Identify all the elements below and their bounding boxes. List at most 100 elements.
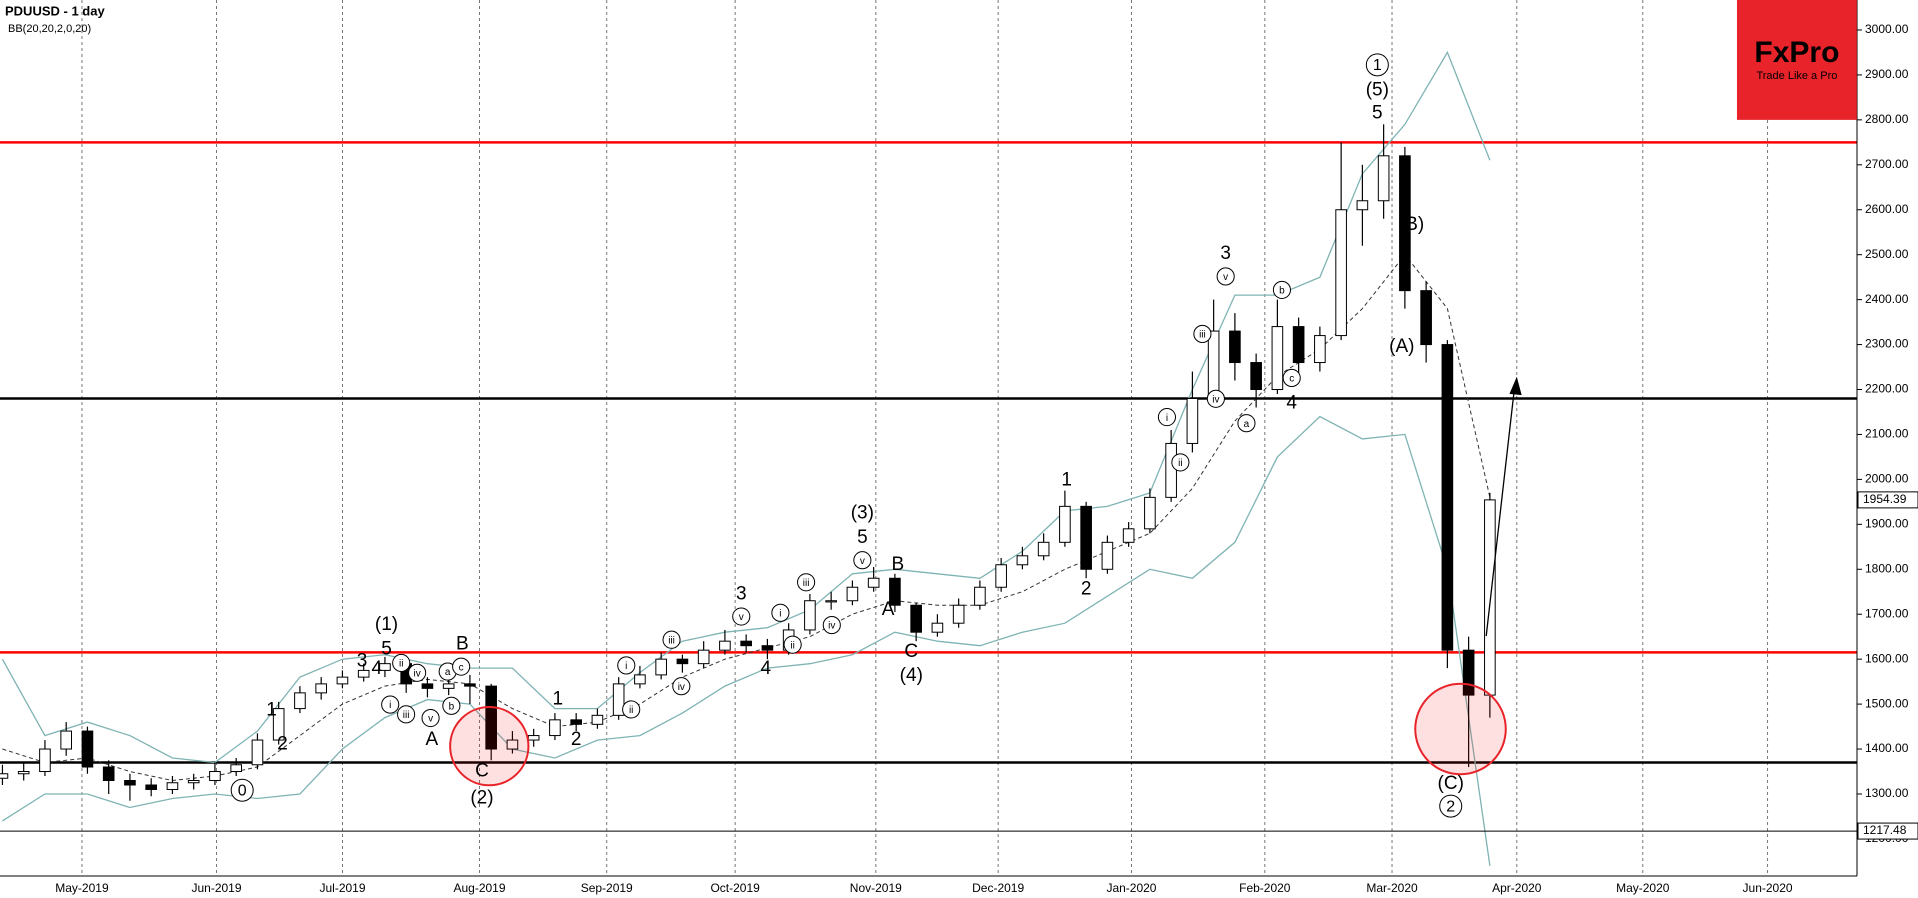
- wave-label: 3: [736, 583, 747, 604]
- candle-body: [464, 683, 476, 687]
- wave-label: 3: [357, 651, 368, 672]
- wave-label: (A): [1389, 336, 1414, 357]
- candle-body: [1016, 555, 1029, 566]
- candle-body: [867, 577, 880, 588]
- candle-body: [1420, 290, 1432, 346]
- wave-label: 4: [1286, 392, 1297, 413]
- candle-body: [655, 658, 667, 676]
- annotation-circle: [408, 663, 427, 682]
- candle-body: [485, 685, 497, 750]
- candle-body: [357, 669, 370, 678]
- candle-body: [1250, 362, 1262, 391]
- candle-body: [1335, 209, 1347, 337]
- annotation-circle: [381, 695, 400, 714]
- wave-label: v: [1223, 272, 1228, 283]
- wave-label: b: [449, 701, 455, 712]
- wave-label: 4: [760, 658, 771, 679]
- candle-body: [527, 735, 540, 741]
- logo-name: FxPro: [1754, 36, 1839, 69]
- candle-body: [931, 622, 944, 633]
- candle-body: [230, 764, 242, 773]
- wave-label: v: [428, 714, 433, 725]
- candle-body: [1165, 442, 1177, 498]
- wave-label: A: [425, 729, 438, 750]
- annotation-circle: [822, 616, 841, 635]
- y-tick-label: 2000.00: [1865, 472, 1909, 486]
- candle-body: [549, 719, 561, 737]
- candle-body: [612, 683, 625, 716]
- candle-body: [1271, 326, 1284, 391]
- wave-label: 0: [238, 782, 247, 799]
- wave-label: 5: [857, 527, 868, 548]
- candle-body: [1356, 200, 1369, 211]
- annotation-circle: [1171, 453, 1190, 472]
- candle-body: [251, 739, 264, 766]
- annotation-circle: [1193, 324, 1212, 343]
- candle-body: [634, 674, 646, 685]
- candle-body: [910, 604, 922, 633]
- projection-arrow-head: [1509, 376, 1522, 396]
- x-tick-label: Dec-2019: [972, 881, 1024, 895]
- wave-label: 2: [1446, 798, 1455, 815]
- annotation-circle: [1237, 414, 1256, 433]
- wave-label: iv: [413, 668, 420, 679]
- candle-body: [591, 714, 604, 725]
- plot: May-2019 Jun-2019 Jul-2019 Aug-2019 Sep-2019…: [0, 0, 1857, 895]
- y-tick-label: 2600.00: [1865, 202, 1909, 216]
- candle-body: [804, 600, 816, 631]
- candle-body: [187, 779, 200, 784]
- annotation-circle: [442, 696, 461, 715]
- candle-body: [1462, 649, 1475, 696]
- candle-body: [676, 658, 689, 665]
- candle-body: [1144, 496, 1156, 530]
- wave-label: (1): [375, 614, 398, 635]
- wave-label: 1: [1061, 470, 1072, 491]
- y-tick-label: 2800.00: [1865, 112, 1909, 126]
- y-tick-label: 2900.00: [1865, 67, 1909, 81]
- candle-body: [1059, 505, 1071, 543]
- candle-body: [1080, 505, 1092, 570]
- wave-label: iii: [403, 710, 410, 721]
- x-tick-label: Aug-2019: [453, 881, 505, 895]
- annotation-circle: [1216, 267, 1235, 286]
- candle-body: [166, 782, 179, 790]
- candle-body: [124, 779, 136, 786]
- x-tick-label: Jan-2020: [1106, 881, 1156, 895]
- y-tick-label: 1400.00: [1865, 741, 1909, 755]
- candle-body: [60, 730, 73, 750]
- y-tick-label: 1700.00: [1865, 606, 1909, 620]
- x-tick-label: Apr-2020: [1492, 881, 1542, 895]
- candle-body: [995, 564, 1007, 588]
- logo-box: [1736, 0, 1857, 120]
- candle-body: [761, 645, 774, 651]
- wave-label: iii: [1199, 330, 1206, 341]
- candle-body: [697, 649, 710, 665]
- wave-label: 2: [277, 734, 288, 755]
- wave-label: a: [1244, 419, 1250, 430]
- annotation-circle: [732, 607, 751, 626]
- candle-body: [719, 640, 731, 651]
- candle-body: [1314, 335, 1326, 364]
- x-tick-label: Mar-2020: [1366, 881, 1418, 895]
- annotation-circle: [622, 700, 641, 719]
- wave-label: c: [1289, 374, 1294, 385]
- annotation-circle: [1157, 408, 1177, 427]
- candle-body: [1441, 344, 1454, 651]
- candle-body: [379, 663, 391, 671]
- wave-label: 2: [571, 729, 582, 750]
- wave-label: b: [1279, 286, 1285, 297]
- wave-label: iv: [1212, 394, 1219, 405]
- candle-body: [294, 692, 306, 710]
- wave-label: (C): [1438, 773, 1464, 794]
- y-tick-label: 1300.00: [1865, 786, 1909, 800]
- wave-label: ii: [1178, 458, 1182, 469]
- price-label-box: [1857, 491, 1918, 509]
- x-tick-label: Nov-2019: [850, 881, 902, 895]
- candle-body: [1229, 330, 1241, 364]
- x-tick-label: Jun-2020: [1743, 881, 1793, 895]
- y-tick-label: 1800.00: [1865, 561, 1909, 575]
- candle-body: [825, 600, 837, 603]
- chart-title: PDUUSD - 1 day: [5, 3, 105, 18]
